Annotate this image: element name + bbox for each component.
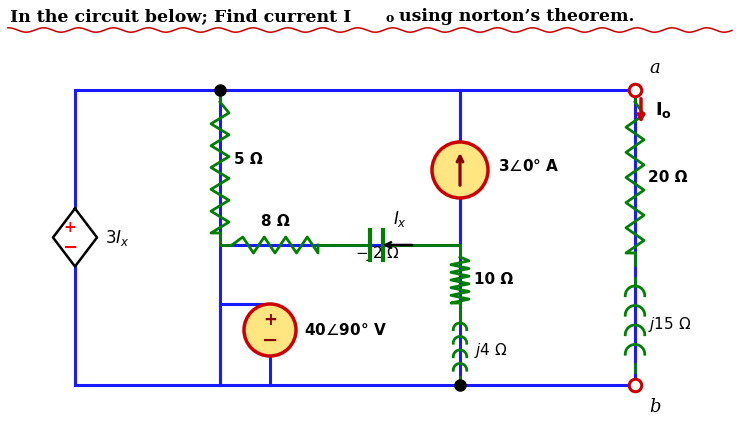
Text: o: o — [385, 12, 393, 25]
Text: In the circuit below; Find current I: In the circuit below; Find current I — [10, 8, 352, 25]
Text: $\mathbf{I_o}$: $\mathbf{I_o}$ — [655, 100, 672, 120]
Text: $-j2\ \Omega$: $-j2\ \Omega$ — [354, 244, 400, 263]
Text: $I_x$: $I_x$ — [393, 209, 407, 229]
Text: 20 Ω: 20 Ω — [648, 170, 687, 185]
Text: +: + — [64, 220, 76, 235]
Circle shape — [244, 304, 296, 356]
Text: $j15\ \Omega$: $j15\ \Omega$ — [648, 316, 691, 335]
Text: 10 Ω: 10 Ω — [474, 273, 514, 288]
Text: 5 Ω: 5 Ω — [234, 152, 263, 167]
Text: $j4\ \Omega$: $j4\ \Omega$ — [474, 341, 508, 359]
Text: using norton’s theorem.: using norton’s theorem. — [393, 8, 634, 25]
Text: a: a — [650, 59, 660, 77]
Text: 3$\angle$0° A: 3$\angle$0° A — [498, 158, 559, 174]
Text: −: − — [262, 331, 278, 350]
Text: b: b — [649, 398, 661, 416]
Text: −: − — [62, 239, 78, 257]
Text: 8 Ω: 8 Ω — [260, 214, 289, 229]
Text: $3I_x$: $3I_x$ — [105, 227, 130, 248]
Circle shape — [432, 142, 488, 198]
Polygon shape — [53, 209, 97, 267]
Text: +: + — [263, 311, 277, 329]
Text: 40$\angle$90° V: 40$\angle$90° V — [304, 322, 387, 338]
